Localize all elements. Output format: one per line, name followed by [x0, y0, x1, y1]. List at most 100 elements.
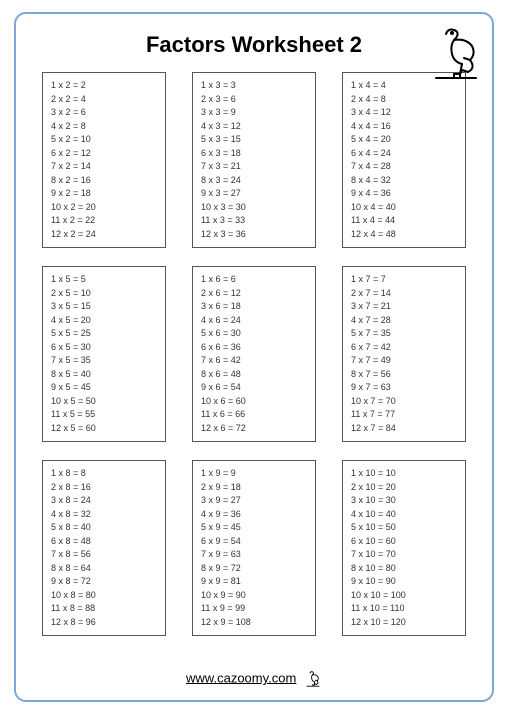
- table-row: 4 x 3 = 12: [201, 120, 307, 134]
- table-row: 9 x 5 = 45: [51, 381, 157, 395]
- table-row: 1 x 2 = 2: [51, 79, 157, 93]
- table-row: 9 x 6 = 54: [201, 381, 307, 395]
- table-row: 1 x 5 = 5: [51, 273, 157, 287]
- table-row: 7 x 10 = 70: [351, 548, 457, 562]
- table-row: 6 x 10 = 60: [351, 535, 457, 549]
- table-row: 8 x 3 = 24: [201, 174, 307, 188]
- table-row: 4 x 7 = 28: [351, 314, 457, 328]
- table-row: 5 x 2 = 10: [51, 133, 157, 147]
- table-row: 1 x 8 = 8: [51, 467, 157, 481]
- tables-grid: 1 x 2 = 22 x 2 = 43 x 2 = 64 x 2 = 85 x …: [42, 72, 466, 636]
- table-row: 8 x 5 = 40: [51, 368, 157, 382]
- table-row: 1 x 10 = 10: [351, 467, 457, 481]
- table-row: 7 x 5 = 35: [51, 354, 157, 368]
- table-row: 6 x 8 = 48: [51, 535, 157, 549]
- times-table-6: 1 x 6 = 62 x 6 = 123 x 6 = 184 x 6 = 245…: [192, 266, 316, 442]
- table-row: 2 x 7 = 14: [351, 287, 457, 301]
- table-row: 11 x 3 = 33: [201, 214, 307, 228]
- table-row: 4 x 9 = 36: [201, 508, 307, 522]
- table-row: 6 x 4 = 24: [351, 147, 457, 161]
- table-row: 12 x 5 = 60: [51, 422, 157, 436]
- table-row: 8 x 6 = 48: [201, 368, 307, 382]
- table-row: 6 x 9 = 54: [201, 535, 307, 549]
- table-row: 11 x 10 = 110: [351, 602, 457, 616]
- table-row: 2 x 2 = 4: [51, 93, 157, 107]
- table-row: 2 x 6 = 12: [201, 287, 307, 301]
- table-row: 6 x 6 = 36: [201, 341, 307, 355]
- table-row: 3 x 10 = 30: [351, 494, 457, 508]
- table-row: 10 x 2 = 20: [51, 201, 157, 215]
- table-row: 3 x 5 = 15: [51, 300, 157, 314]
- table-row: 10 x 7 = 70: [351, 395, 457, 409]
- times-table-2: 1 x 2 = 22 x 2 = 43 x 2 = 64 x 2 = 85 x …: [42, 72, 166, 248]
- table-row: 2 x 3 = 6: [201, 93, 307, 107]
- table-row: 9 x 2 = 18: [51, 187, 157, 201]
- table-row: 9 x 4 = 36: [351, 187, 457, 201]
- table-row: 9 x 9 = 81: [201, 575, 307, 589]
- table-row: 2 x 8 = 16: [51, 481, 157, 495]
- table-row: 10 x 3 = 30: [201, 201, 307, 215]
- table-row: 3 x 9 = 27: [201, 494, 307, 508]
- table-row: 3 x 8 = 24: [51, 494, 157, 508]
- table-row: 9 x 8 = 72: [51, 575, 157, 589]
- table-row: 1 x 4 = 4: [351, 79, 457, 93]
- table-row: 3 x 4 = 12: [351, 106, 457, 120]
- table-row: 7 x 4 = 28: [351, 160, 457, 174]
- table-row: 12 x 4 = 48: [351, 228, 457, 242]
- table-row: 8 x 4 = 32: [351, 174, 457, 188]
- table-row: 9 x 3 = 27: [201, 187, 307, 201]
- table-row: 3 x 7 = 21: [351, 300, 457, 314]
- table-row: 10 x 6 = 60: [201, 395, 307, 409]
- times-table-3: 1 x 3 = 32 x 3 = 63 x 3 = 94 x 3 = 125 x…: [192, 72, 316, 248]
- footer-link[interactable]: www.cazoomy.com: [186, 670, 296, 685]
- table-row: 3 x 3 = 9: [201, 106, 307, 120]
- table-row: 6 x 7 = 42: [351, 341, 457, 355]
- table-row: 5 x 6 = 30: [201, 327, 307, 341]
- table-row: 12 x 3 = 36: [201, 228, 307, 242]
- times-table-7: 1 x 7 = 72 x 7 = 143 x 7 = 214 x 7 = 285…: [342, 266, 466, 442]
- table-row: 11 x 7 = 77: [351, 408, 457, 422]
- table-row: 4 x 5 = 20: [51, 314, 157, 328]
- table-row: 8 x 9 = 72: [201, 562, 307, 576]
- times-table-10: 1 x 10 = 102 x 10 = 203 x 10 = 304 x 10 …: [342, 460, 466, 636]
- table-row: 3 x 2 = 6: [51, 106, 157, 120]
- table-row: 7 x 7 = 49: [351, 354, 457, 368]
- table-row: 10 x 9 = 90: [201, 589, 307, 603]
- table-row: 12 x 2 = 24: [51, 228, 157, 242]
- table-row: 4 x 4 = 16: [351, 120, 457, 134]
- times-table-8: 1 x 8 = 82 x 8 = 163 x 8 = 244 x 8 = 325…: [42, 460, 166, 636]
- table-row: 1 x 3 = 3: [201, 79, 307, 93]
- table-row: 12 x 7 = 84: [351, 422, 457, 436]
- table-row: 7 x 3 = 21: [201, 160, 307, 174]
- table-row: 5 x 5 = 25: [51, 327, 157, 341]
- falcon-icon: [426, 24, 486, 80]
- table-row: 8 x 10 = 80: [351, 562, 457, 576]
- table-row: 8 x 2 = 16: [51, 174, 157, 188]
- table-row: 12 x 8 = 96: [51, 616, 157, 630]
- table-row: 4 x 10 = 40: [351, 508, 457, 522]
- table-row: 11 x 8 = 88: [51, 602, 157, 616]
- table-row: 2 x 5 = 10: [51, 287, 157, 301]
- table-row: 12 x 6 = 72: [201, 422, 307, 436]
- table-row: 6 x 2 = 12: [51, 147, 157, 161]
- table-row: 11 x 2 = 22: [51, 214, 157, 228]
- table-row: 7 x 6 = 42: [201, 354, 307, 368]
- table-row: 7 x 9 = 63: [201, 548, 307, 562]
- table-row: 11 x 5 = 55: [51, 408, 157, 422]
- table-row: 6 x 5 = 30: [51, 341, 157, 355]
- table-row: 10 x 5 = 50: [51, 395, 157, 409]
- table-row: 8 x 7 = 56: [351, 368, 457, 382]
- table-row: 11 x 6 = 66: [201, 408, 307, 422]
- table-row: 5 x 10 = 50: [351, 521, 457, 535]
- times-table-9: 1 x 9 = 92 x 9 = 183 x 9 = 274 x 9 = 365…: [192, 460, 316, 636]
- table-row: 1 x 9 = 9: [201, 467, 307, 481]
- table-row: 2 x 4 = 8: [351, 93, 457, 107]
- table-row: 2 x 9 = 18: [201, 481, 307, 495]
- table-row: 9 x 7 = 63: [351, 381, 457, 395]
- table-row: 5 x 8 = 40: [51, 521, 157, 535]
- table-row: 4 x 2 = 8: [51, 120, 157, 134]
- times-table-4: 1 x 4 = 42 x 4 = 83 x 4 = 124 x 4 = 165 …: [342, 72, 466, 248]
- times-table-5: 1 x 5 = 52 x 5 = 103 x 5 = 154 x 5 = 205…: [42, 266, 166, 442]
- table-row: 11 x 4 = 44: [351, 214, 457, 228]
- table-row: 8 x 8 = 64: [51, 562, 157, 576]
